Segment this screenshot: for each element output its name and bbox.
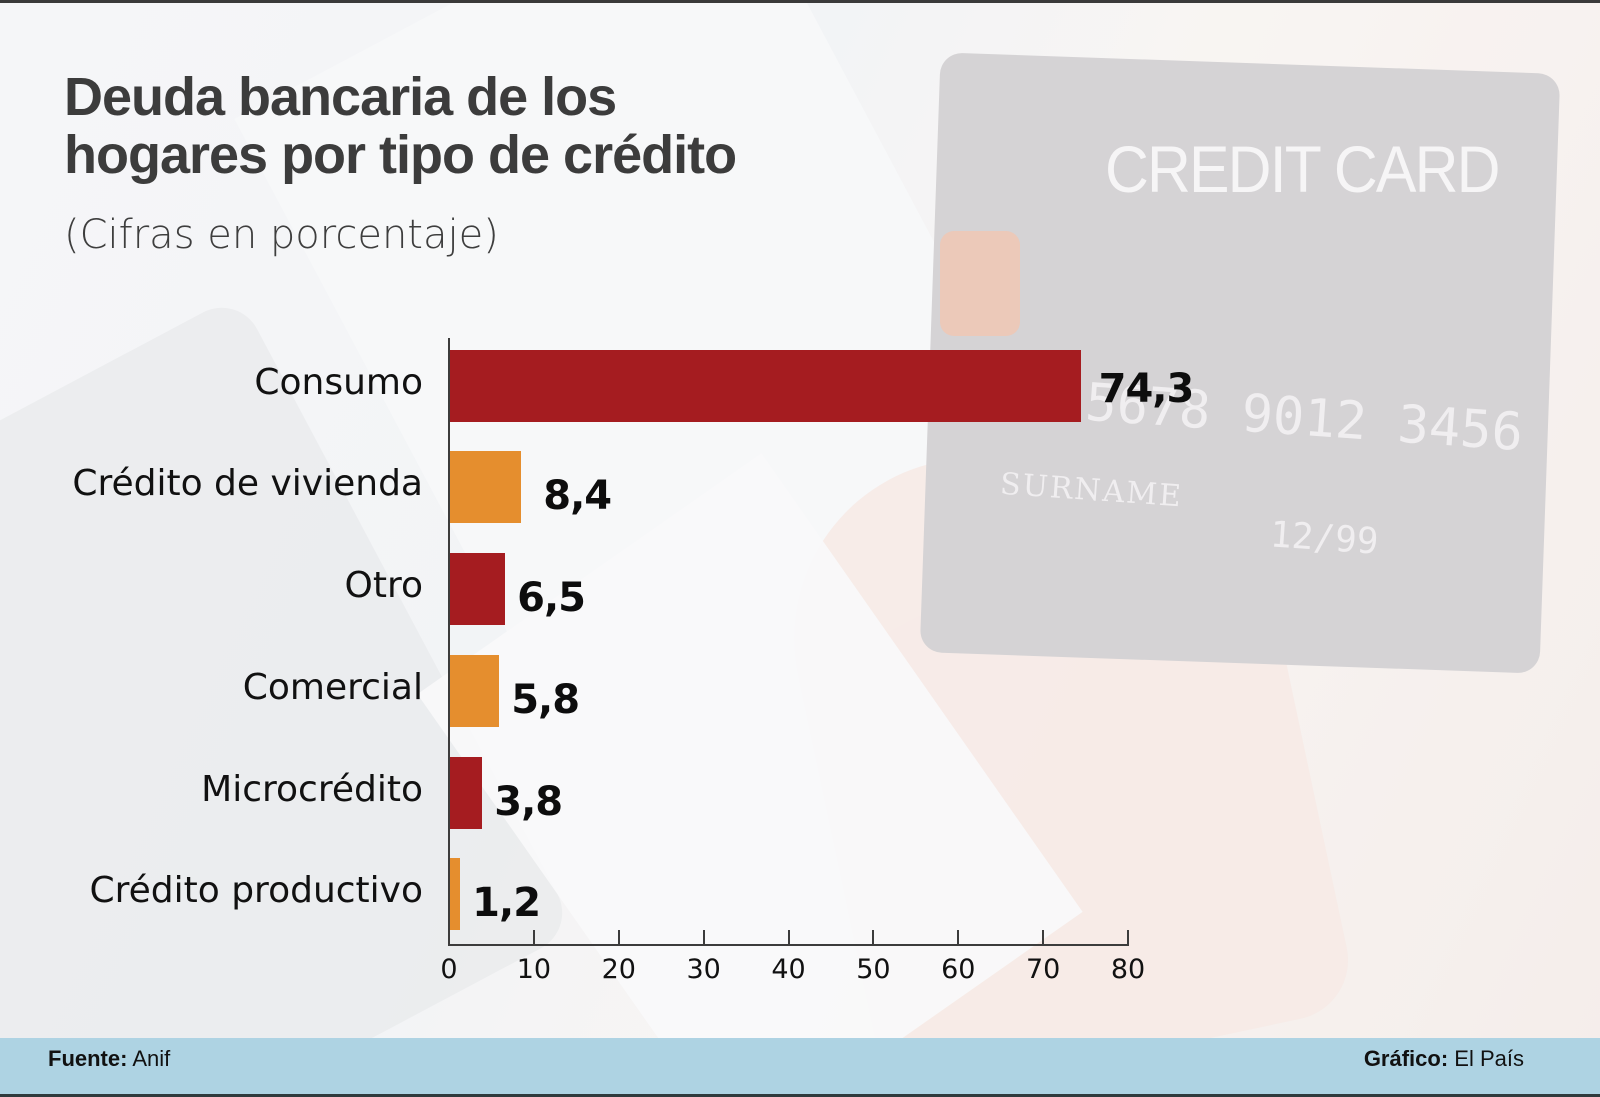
bar xyxy=(450,655,500,727)
card-title-text: CREDIT CARD xyxy=(1105,132,1500,206)
source-label: Fuente: xyxy=(48,1046,128,1071)
graphic-credit: Gráfico: El País xyxy=(1364,1046,1524,1072)
value-label: 6,5 xyxy=(517,575,586,621)
title-line-2: hogares por tipo de crédito xyxy=(64,125,737,185)
value-label: 5,8 xyxy=(511,677,580,723)
category-label: Crédito productivo xyxy=(89,870,423,911)
x-tick xyxy=(702,930,705,945)
bar xyxy=(450,350,1081,422)
chart-title: Deuda bancaria de los hogares por tipo d… xyxy=(64,68,864,184)
chart-subtitle: (Cifras en porcentaje) xyxy=(64,212,499,258)
x-tick xyxy=(957,930,960,945)
bar xyxy=(450,858,461,930)
x-tick-label: 40 xyxy=(771,954,806,985)
x-axis-line xyxy=(448,944,1129,946)
category-label: Microcrédito xyxy=(201,769,423,810)
credit-label: Gráfico: xyxy=(1363,1046,1449,1071)
x-tick-label: 70 xyxy=(1025,954,1061,985)
bar-chart: Consumo 74,3 Crédito de vivienda 8,4 Otro 6,5… xyxy=(72,338,1195,985)
bar xyxy=(450,451,522,523)
x-tick-label: 0 xyxy=(440,954,458,985)
bar xyxy=(450,757,483,829)
category-label: Crédito de vivienda xyxy=(72,463,423,504)
title-line-1: Deuda bancaria de los xyxy=(64,67,617,127)
source-credit: Fuente: Anif xyxy=(48,1046,170,1072)
x-tick-label: 60 xyxy=(941,954,976,985)
x-tick-label: 10 xyxy=(516,954,552,985)
value-label: 3,8 xyxy=(494,779,563,825)
card-chip-icon xyxy=(940,231,1020,336)
value-label: 74,3 xyxy=(1098,366,1195,412)
bar xyxy=(450,553,506,625)
x-tick-label: 80 xyxy=(1110,954,1146,985)
footer-bar xyxy=(0,1038,1600,1097)
credit-value: El País xyxy=(1454,1046,1524,1071)
x-tick xyxy=(1042,930,1045,945)
x-tick-label: 50 xyxy=(856,954,891,985)
x-tick-label: 30 xyxy=(686,954,721,985)
source-value: Anif xyxy=(132,1046,171,1071)
background-veil xyxy=(0,3,1600,1060)
top-border xyxy=(0,0,1600,3)
category-label: Comercial xyxy=(242,667,423,708)
x-tick xyxy=(617,930,620,945)
background-photo: CREDIT CARD 5678 9012 3456 SURNAME 12/99 xyxy=(0,3,1600,1060)
footer-bottom-border xyxy=(0,1094,1600,1097)
value-label: 8,4 xyxy=(543,473,612,519)
category-label: Consumo xyxy=(254,362,423,403)
category-label: Otro xyxy=(344,565,424,606)
value-label: 1,2 xyxy=(472,880,541,926)
x-tick xyxy=(1127,930,1129,945)
x-tick xyxy=(532,930,535,945)
x-tick xyxy=(872,930,875,945)
x-tick-label: 20 xyxy=(601,954,636,985)
x-tick xyxy=(787,930,790,945)
y-axis-line xyxy=(448,338,450,946)
